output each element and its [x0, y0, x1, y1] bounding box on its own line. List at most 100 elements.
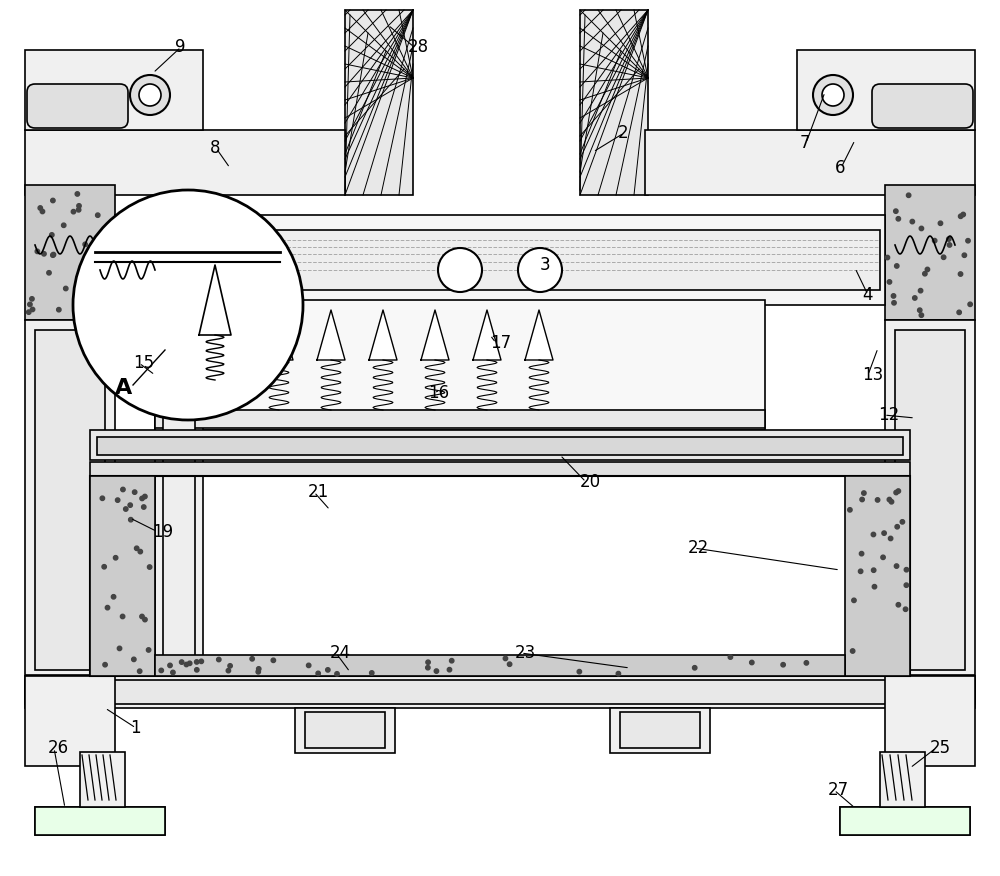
Circle shape — [316, 671, 320, 675]
Circle shape — [134, 546, 139, 550]
Text: 1: 1 — [130, 719, 141, 737]
Circle shape — [226, 668, 231, 673]
Text: A: A — [115, 378, 132, 398]
Circle shape — [903, 607, 908, 611]
Circle shape — [887, 279, 892, 284]
Circle shape — [918, 288, 923, 293]
Circle shape — [105, 300, 109, 305]
Circle shape — [968, 302, 972, 307]
Circle shape — [132, 657, 136, 661]
Circle shape — [146, 647, 151, 652]
Circle shape — [881, 555, 885, 560]
Bar — [97, 437, 903, 455]
Bar — [115, 215, 885, 305]
Circle shape — [250, 657, 254, 661]
Bar — [90, 462, 910, 476]
Text: 26: 26 — [48, 739, 69, 757]
Polygon shape — [213, 310, 241, 360]
Bar — [25, 680, 975, 704]
Circle shape — [888, 536, 893, 540]
Circle shape — [75, 192, 80, 196]
Circle shape — [96, 213, 100, 217]
Circle shape — [958, 272, 963, 276]
Circle shape — [257, 667, 261, 671]
Circle shape — [804, 661, 809, 665]
Circle shape — [370, 671, 374, 675]
Circle shape — [111, 595, 116, 599]
Circle shape — [143, 494, 147, 498]
Bar — [120, 230, 880, 290]
Circle shape — [434, 669, 439, 674]
Bar — [25, 320, 115, 675]
Text: 8: 8 — [210, 139, 220, 157]
Bar — [35, 807, 165, 835]
Circle shape — [426, 666, 430, 670]
Bar — [80, 752, 125, 807]
Text: 19: 19 — [152, 523, 173, 541]
Polygon shape — [421, 310, 449, 360]
FancyBboxPatch shape — [27, 84, 128, 128]
Circle shape — [947, 243, 952, 247]
Circle shape — [117, 646, 122, 651]
Circle shape — [862, 491, 866, 495]
Circle shape — [128, 503, 132, 507]
Circle shape — [894, 564, 899, 569]
Circle shape — [38, 206, 42, 210]
Text: 7: 7 — [800, 134, 810, 152]
Circle shape — [47, 271, 51, 275]
Polygon shape — [473, 310, 501, 360]
Bar — [345, 10, 413, 195]
Circle shape — [256, 669, 260, 674]
Bar — [155, 410, 765, 428]
Circle shape — [35, 249, 40, 253]
Circle shape — [103, 662, 107, 667]
Bar — [155, 300, 765, 430]
Circle shape — [957, 310, 961, 314]
Circle shape — [100, 496, 105, 500]
Circle shape — [195, 660, 199, 664]
Circle shape — [850, 649, 855, 653]
Circle shape — [115, 498, 120, 502]
Circle shape — [860, 498, 864, 502]
Circle shape — [199, 659, 204, 663]
Circle shape — [138, 549, 143, 554]
Bar — [25, 130, 345, 195]
Circle shape — [923, 272, 927, 276]
Circle shape — [882, 531, 886, 535]
Text: 27: 27 — [828, 781, 849, 799]
Text: 24: 24 — [330, 644, 351, 662]
Circle shape — [518, 248, 562, 292]
Circle shape — [271, 658, 276, 662]
Circle shape — [124, 507, 128, 512]
Circle shape — [143, 618, 147, 622]
Circle shape — [503, 656, 508, 661]
Circle shape — [51, 252, 56, 257]
Circle shape — [77, 203, 81, 208]
Bar — [305, 712, 385, 748]
Circle shape — [894, 209, 898, 214]
Circle shape — [895, 264, 899, 268]
Circle shape — [132, 490, 137, 494]
Polygon shape — [525, 310, 553, 360]
Circle shape — [73, 190, 303, 420]
Circle shape — [507, 662, 512, 667]
Circle shape — [217, 657, 221, 661]
Text: 17: 17 — [490, 334, 511, 352]
Circle shape — [121, 487, 125, 491]
Circle shape — [30, 297, 34, 301]
Circle shape — [947, 237, 951, 241]
Circle shape — [904, 568, 909, 572]
Polygon shape — [265, 310, 293, 360]
Polygon shape — [161, 310, 189, 360]
Bar — [90, 430, 910, 460]
Polygon shape — [317, 310, 345, 360]
Bar — [580, 10, 648, 195]
Circle shape — [896, 603, 901, 607]
Circle shape — [616, 671, 621, 676]
Text: 3: 3 — [540, 256, 551, 274]
Circle shape — [129, 518, 133, 522]
Bar — [163, 398, 195, 663]
Circle shape — [919, 226, 924, 230]
Circle shape — [728, 655, 733, 660]
Circle shape — [889, 499, 894, 504]
